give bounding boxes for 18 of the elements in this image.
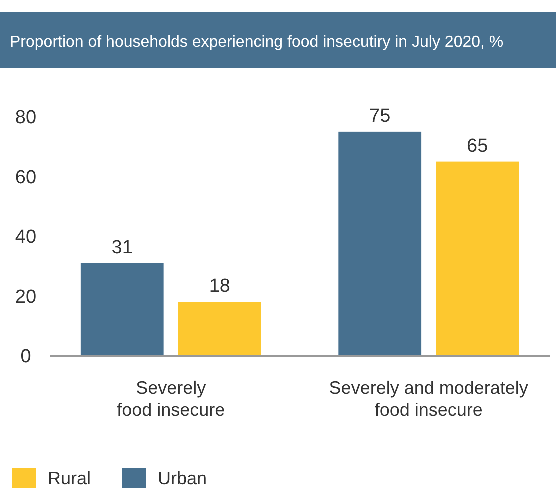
y-tick-label: 40 (15, 227, 37, 248)
y-tick-label: 60 (15, 167, 37, 188)
data-label: 65 (467, 136, 488, 157)
bar (436, 162, 520, 356)
data-label: 18 (209, 276, 230, 298)
y-tick-label: 80 (15, 108, 37, 129)
bar (178, 302, 262, 356)
chart-title: Proportion of households experiencing food insecutiry in July 2020, % (10, 34, 504, 51)
legend-label: Rural (48, 468, 92, 488)
x-tick-label: Severely and moderately food insecure (329, 378, 528, 420)
x-tick-label: Severely food insecure (117, 378, 226, 420)
bar (338, 132, 422, 356)
bar (80, 263, 164, 356)
legend-label: Urban (158, 468, 208, 488)
y-tick-label: 0 (20, 346, 32, 368)
y-tick-label: 20 (15, 286, 37, 308)
data-label: 31 (112, 237, 133, 258)
data-label: 75 (370, 106, 391, 127)
